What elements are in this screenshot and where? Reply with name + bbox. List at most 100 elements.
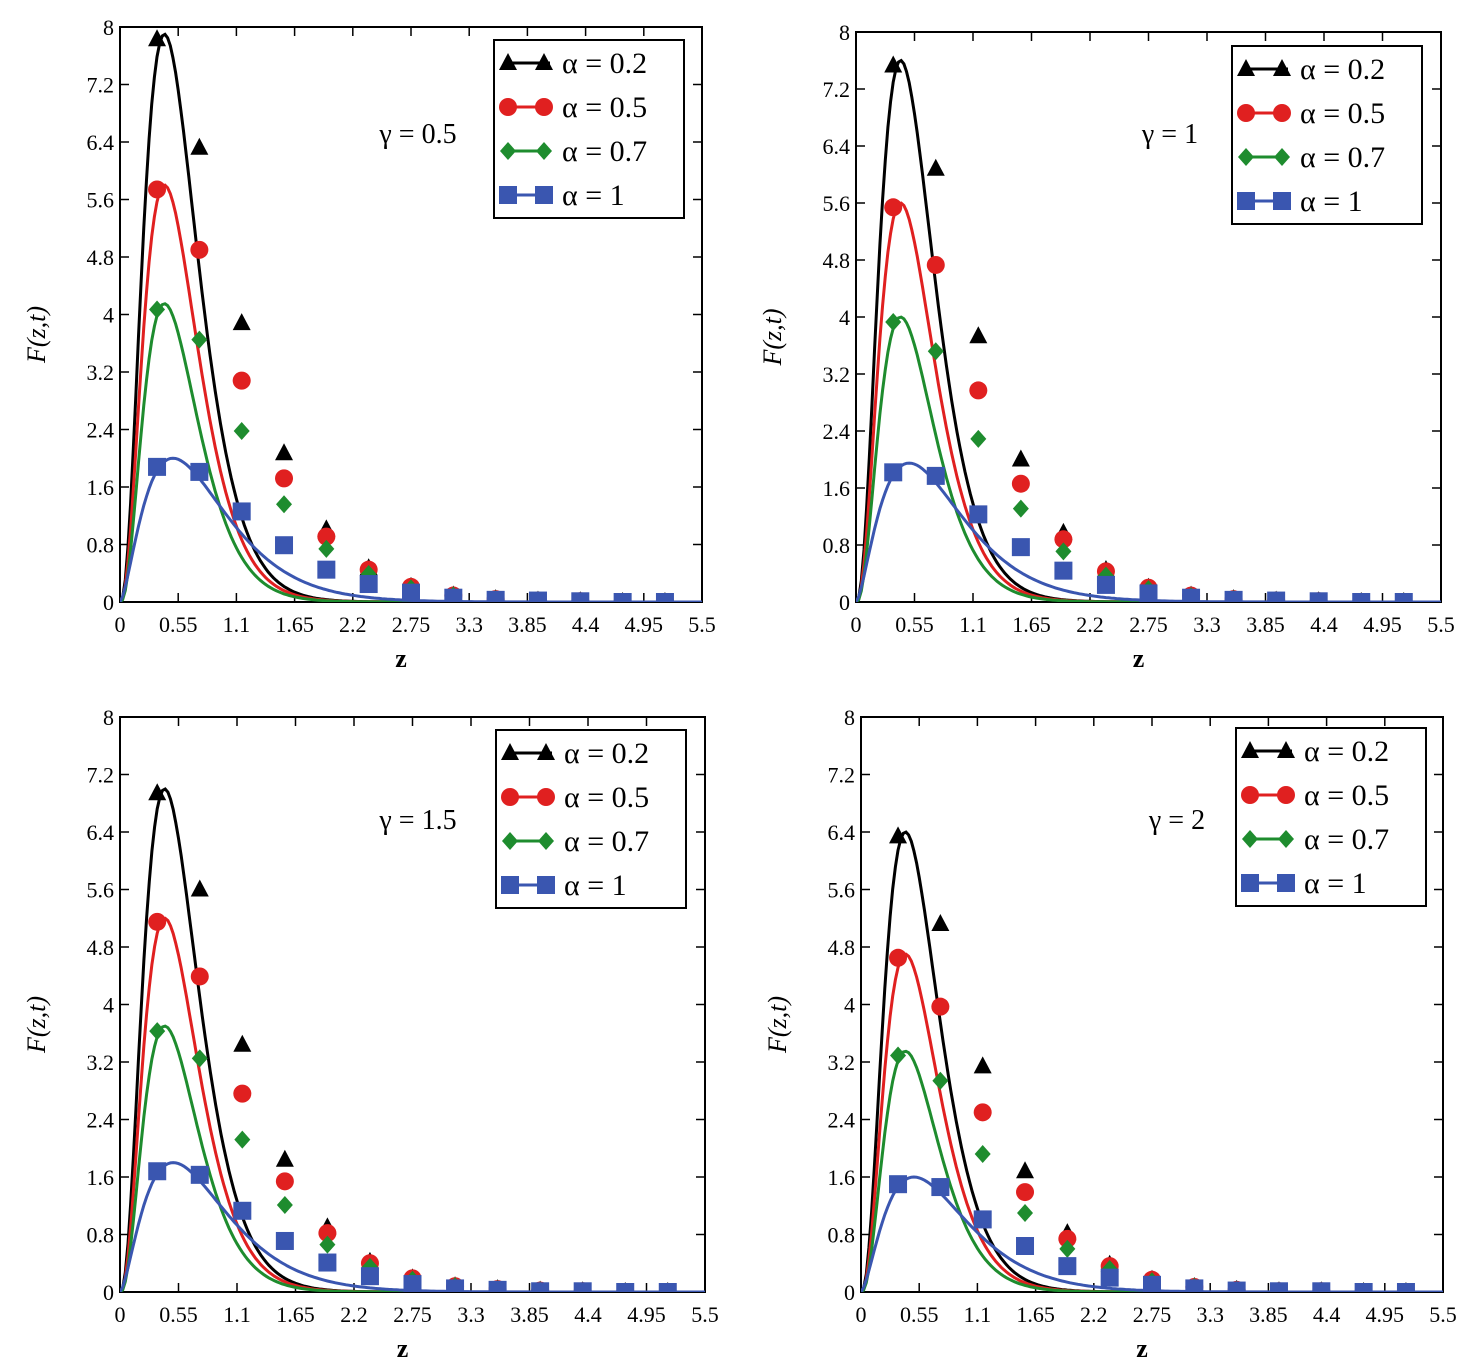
x-tick-label: 0.55	[895, 612, 934, 637]
data-point-s4	[613, 593, 632, 602]
data-point-s3	[276, 1196, 293, 1215]
data-point-s1	[148, 783, 167, 801]
legend-marker	[1237, 192, 1255, 210]
x-tick-label: 1.65	[276, 1302, 315, 1327]
legend-label: α = 0.7	[564, 825, 649, 858]
y-tick-label: 8	[103, 15, 114, 40]
y-tick-label: 4.8	[87, 935, 115, 960]
gamma-annotation: γ = 0.5	[378, 119, 456, 150]
x-tick-label: 2.2	[340, 1302, 368, 1327]
data-point-s2	[318, 1224, 337, 1243]
y-tick-label: 1.6	[823, 476, 851, 501]
data-point-s2	[232, 371, 251, 390]
data-point-s1	[926, 158, 945, 176]
legend-marker	[1274, 148, 1290, 166]
gamma-annotation: γ = 1.5	[378, 805, 456, 836]
x-tick-label: 5.5	[1429, 1302, 1457, 1327]
data-point-s4	[1309, 592, 1328, 602]
data-point-s1	[1016, 1161, 1035, 1179]
data-point-s3	[234, 1130, 251, 1149]
series-group	[120, 29, 702, 602]
legend-marker	[1241, 786, 1259, 804]
x-tick-label: 0	[115, 612, 126, 637]
x-tick-label: 4.95	[627, 1302, 666, 1327]
legend-marker	[1237, 59, 1255, 76]
data-point-s4	[1352, 593, 1371, 602]
x-tick-label: 5.5	[688, 612, 716, 637]
data-point-s3	[927, 342, 944, 361]
data-point-s4	[926, 466, 945, 485]
y-tick-label: 5.6	[823, 191, 851, 216]
data-point-s4	[359, 575, 378, 594]
y-tick-label: 6.4	[87, 820, 115, 845]
data-point-s3	[890, 1046, 907, 1065]
x-tick-label: 4.4	[1313, 1302, 1341, 1327]
series-line-2	[861, 952, 1443, 1292]
x-tick-label: 3.85	[1249, 1302, 1288, 1327]
x-tick-label: 4.95	[1366, 1302, 1405, 1327]
series-line-1	[856, 58, 1441, 602]
x-axis-label: z	[1133, 644, 1145, 673]
x-tick-label: 1.65	[275, 612, 314, 637]
y-tick-label: 4	[844, 993, 855, 1018]
data-point-s4	[1396, 1283, 1415, 1292]
data-point-s2	[148, 912, 167, 931]
data-point-s4	[360, 1267, 379, 1286]
x-tick-label: 2.2	[1076, 612, 1104, 637]
y-tick-label: 7.2	[87, 73, 115, 98]
legend-marker	[499, 186, 517, 204]
x-tick-label: 2.2	[1080, 1302, 1108, 1327]
legend-label: α = 0.5	[564, 781, 649, 814]
data-point-s4	[444, 588, 463, 602]
data-point-s4	[1143, 1275, 1161, 1292]
data-point-s2	[1058, 1229, 1077, 1248]
data-point-s2	[1011, 474, 1030, 493]
y-tick-label: 7.2	[828, 763, 856, 788]
legend-label: α = 1	[1300, 185, 1363, 218]
x-tick-label: 3.3	[455, 612, 483, 637]
data-point-s3	[1059, 1239, 1076, 1258]
y-tick-label: 5.6	[87, 188, 115, 213]
y-tick-label: 2.4	[823, 419, 851, 444]
y-tick-label: 8	[839, 20, 850, 45]
y-tick-label: 0	[103, 590, 114, 615]
data-point-s4	[402, 583, 420, 602]
legend-marker	[1242, 830, 1258, 848]
data-point-s1	[275, 1149, 294, 1167]
y-tick-label: 0	[839, 590, 850, 615]
legend-marker	[1273, 192, 1291, 210]
legend-marker	[501, 788, 519, 806]
data-point-s4	[275, 536, 294, 555]
legend-label: α = 0.5	[562, 91, 647, 124]
data-point-s4	[1100, 1268, 1119, 1287]
y-tick-label: 4	[103, 303, 114, 328]
y-tick-label: 7.2	[87, 763, 115, 788]
data-point-s2	[190, 967, 209, 986]
x-tick-label: 3.3	[1196, 1302, 1224, 1327]
data-point-s1	[889, 826, 908, 844]
legend-marker	[1277, 741, 1295, 758]
legend-box	[1231, 45, 1423, 225]
legend-marker	[536, 142, 552, 160]
legend-marker	[1238, 148, 1254, 166]
y-tick-label: 5.6	[828, 878, 856, 903]
data-point-s4	[969, 505, 988, 524]
x-tick-label: 0	[851, 612, 862, 637]
data-point-s4	[1054, 561, 1073, 580]
data-point-s3	[233, 421, 250, 440]
y-axis-label: F(z,t)	[22, 996, 51, 1054]
x-tick-label: 3.85	[1246, 612, 1285, 637]
x-tick-label: 0.55	[159, 1302, 198, 1327]
legend-marker	[535, 98, 553, 116]
legend-marker	[501, 876, 519, 894]
x-tick-label: 3.85	[510, 1302, 549, 1327]
data-point-s3	[319, 1235, 336, 1254]
data-point-s4	[148, 457, 167, 476]
data-point-s4	[317, 560, 336, 579]
data-point-s2	[889, 948, 908, 967]
data-point-s4	[1011, 538, 1030, 557]
data-point-s3	[1055, 542, 1072, 561]
data-point-s1	[973, 1056, 992, 1074]
data-point-s4	[616, 1283, 635, 1292]
legend-marker	[537, 876, 555, 894]
